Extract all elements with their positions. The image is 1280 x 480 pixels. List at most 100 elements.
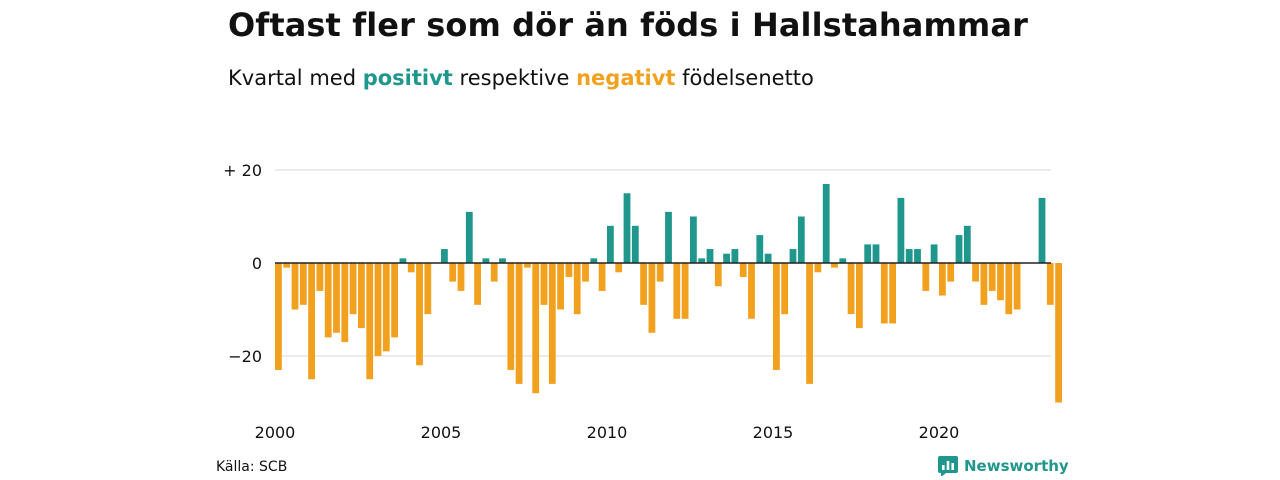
bar-negative <box>324 263 332 338</box>
newsworthy-logo-icon <box>938 456 958 476</box>
bar-negative <box>366 263 374 380</box>
bar-negative <box>880 263 888 324</box>
bar-positive <box>482 258 490 263</box>
bar-negative <box>424 263 432 315</box>
bar-positive <box>930 244 938 263</box>
bar-negative <box>515 263 523 384</box>
bar-negative <box>308 263 315 380</box>
bar-negative <box>889 263 896 324</box>
bar-negative <box>939 263 946 296</box>
bar-negative <box>814 263 822 273</box>
chart-subtitle: Kvartal med positivt respektive negativt… <box>228 66 814 90</box>
bar-positive <box>690 216 697 263</box>
bar-negative <box>382 263 390 352</box>
x-tick-label: 2020 <box>919 423 960 442</box>
bar-negative <box>739 263 747 277</box>
bar-negative <box>407 263 415 273</box>
y-axis-ticks: + 20 0 −20 <box>223 161 262 366</box>
bar-negative <box>806 263 813 384</box>
subtitle-positive-word: positivt <box>362 66 453 90</box>
bar-negative <box>640 263 647 305</box>
bar-negative <box>831 263 838 268</box>
bar-negative <box>656 263 664 282</box>
source-note: Källa: SCB <box>216 459 288 475</box>
bar-negative <box>540 263 548 305</box>
bar-positive <box>723 253 730 263</box>
bar-negative <box>582 263 589 282</box>
bar-positive <box>955 235 963 263</box>
bar-negative <box>449 263 457 282</box>
bar-negative <box>316 263 324 291</box>
bars <box>275 183 1062 403</box>
y-tick-label: + 20 <box>223 161 262 180</box>
subtitle-middle: respektive <box>459 66 570 90</box>
bar-negative <box>358 263 365 329</box>
bar-negative <box>507 263 515 370</box>
bar-positive <box>441 249 448 263</box>
bar-negative <box>565 263 573 277</box>
bar-negative <box>997 263 1004 301</box>
bar-negative <box>773 263 780 370</box>
subtitle-negative-word: negativt <box>576 66 676 90</box>
bar-negative <box>416 263 423 366</box>
x-tick-label: 2005 <box>421 423 462 442</box>
bar-positive <box>665 211 672 263</box>
subtitle-after: födelsenetto <box>682 66 814 90</box>
bar-positive <box>963 225 971 263</box>
bar-negative <box>615 263 623 273</box>
bar-positive <box>897 197 905 263</box>
bar-negative <box>457 263 465 291</box>
bar-positive <box>1038 197 1046 263</box>
x-tick-label: 2015 <box>753 423 794 442</box>
bar-positive <box>789 249 797 263</box>
bar-positive <box>698 258 706 263</box>
bar-negative <box>648 263 656 333</box>
bar-negative <box>681 263 689 319</box>
bar-positive <box>839 258 847 263</box>
bar-negative <box>474 263 481 305</box>
y-tick-label: 0 <box>252 254 262 273</box>
bar-negative <box>1055 263 1062 403</box>
bar-positive <box>864 244 872 263</box>
bar-negative <box>283 263 291 268</box>
bar-positive <box>822 183 830 263</box>
bar-positive <box>706 249 714 263</box>
brand-logo: Newsworthy <box>938 456 1069 476</box>
bar-negative <box>847 263 855 315</box>
bar-positive <box>731 249 739 263</box>
brand-name: Newsworthy <box>964 457 1069 475</box>
bar-positive <box>764 253 772 263</box>
bar-negative <box>524 263 531 268</box>
bar-negative <box>980 263 988 305</box>
bar-negative <box>557 263 564 310</box>
bar-positive <box>872 244 880 263</box>
bar-negative <box>490 263 498 282</box>
bar-positive <box>499 258 506 263</box>
bar-positive <box>631 225 639 263</box>
x-axis-ticks: 2000 2005 2010 2015 2020 <box>255 423 960 442</box>
bar-negative <box>374 263 382 356</box>
bar-positive <box>399 258 407 263</box>
bar-positive <box>623 193 631 263</box>
x-tick-label: 2000 <box>255 423 296 442</box>
bar-negative <box>349 263 357 315</box>
bar-negative <box>573 263 581 315</box>
bar-positive <box>914 249 921 263</box>
bar-negative <box>947 263 955 282</box>
bar-negative <box>291 263 299 310</box>
bar-negative <box>856 263 863 329</box>
bar-negative <box>548 263 556 384</box>
bar-positive <box>590 258 598 263</box>
bar-negative <box>391 263 398 338</box>
bar-negative <box>275 263 282 370</box>
y-tick-label: −20 <box>228 347 262 366</box>
bar-negative <box>598 263 606 291</box>
grid-lines <box>275 169 1051 357</box>
bar-positive <box>607 225 614 263</box>
x-tick-label: 2010 <box>587 423 628 442</box>
bar-negative <box>781 263 789 315</box>
subtitle-before: Kvartal med <box>228 66 357 90</box>
bar-positive <box>905 249 913 263</box>
bar-positive <box>797 216 805 263</box>
